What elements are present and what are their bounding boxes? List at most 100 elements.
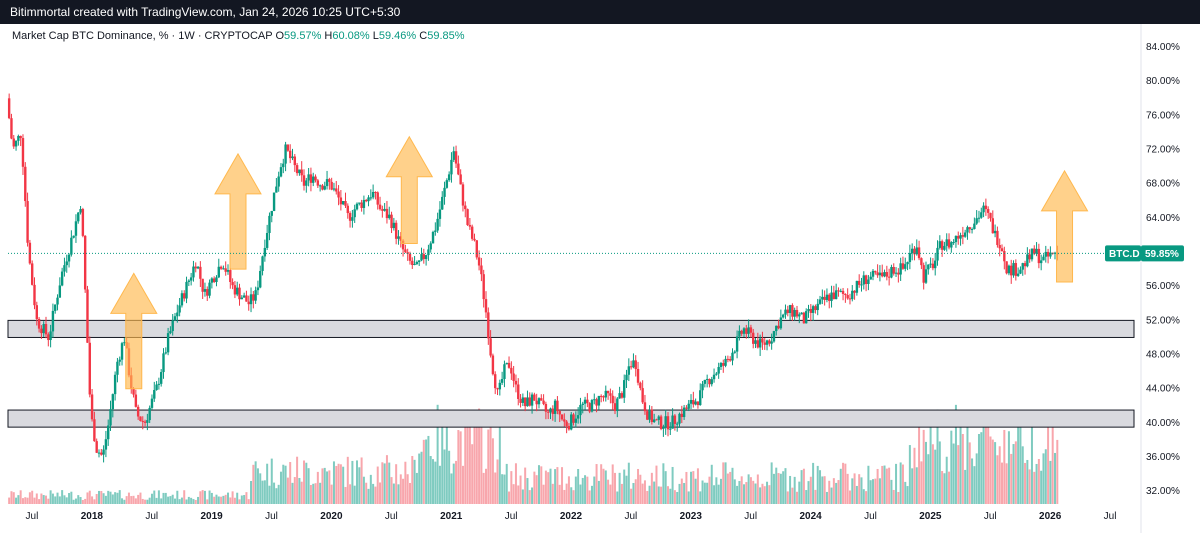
volume-bar (203, 490, 206, 504)
volume-bar (72, 499, 75, 504)
volume-bar (415, 472, 418, 504)
candle-body (70, 237, 73, 255)
candle-body (383, 208, 386, 211)
volume-bar (664, 471, 667, 504)
candle-body (816, 303, 819, 311)
candle-body (917, 247, 921, 259)
candle-body (567, 425, 571, 430)
candle-body (938, 241, 942, 248)
volume-bar (883, 465, 886, 504)
candle-body (904, 264, 907, 269)
volume-bar (197, 496, 200, 504)
candle-body (65, 261, 68, 266)
candle-body (781, 314, 785, 318)
volume-bar (798, 481, 801, 504)
candle-body (56, 297, 59, 305)
y-tick-label: 64.00% (1146, 213, 1180, 224)
volume-bar (342, 466, 345, 504)
volume-bar (858, 474, 861, 504)
candle-body (436, 218, 439, 231)
volume-bar (372, 483, 375, 504)
volume-bar (58, 496, 61, 504)
candle-body (1039, 260, 1043, 264)
volume-bar (570, 487, 573, 504)
candle-body (581, 403, 584, 405)
candle-body (226, 270, 230, 272)
volume-bar (835, 482, 838, 504)
volume-bar (418, 453, 421, 504)
volume-bar (807, 481, 810, 504)
volume-bar (669, 488, 672, 504)
candle-body (339, 197, 343, 205)
candle-body (991, 218, 994, 234)
candle-body (83, 235, 87, 290)
candle-body (533, 394, 536, 401)
volume-bar (1028, 469, 1031, 504)
candle-body (275, 186, 278, 193)
candle-body (687, 403, 690, 409)
candle-body (95, 441, 98, 453)
candle-body (883, 272, 886, 277)
volume-bar (717, 484, 720, 504)
volume-bar (45, 495, 48, 504)
candle-body (332, 188, 336, 190)
volume-bar (719, 478, 722, 504)
volume-bar (56, 492, 59, 504)
volume-bar (535, 475, 538, 504)
volume-bar (1012, 444, 1015, 504)
candle-body (894, 272, 898, 274)
candle-body (153, 389, 156, 399)
volume-bar (355, 460, 358, 504)
candle-body (415, 261, 419, 264)
volume-bar (100, 491, 103, 504)
volume-bar (307, 468, 310, 504)
symbol-text: Market Cap BTC Dominance, % · 1W · CRYPT… (12, 30, 273, 42)
volume-bar (275, 488, 278, 504)
candle-body (371, 191, 375, 198)
volume-bar (461, 465, 464, 504)
candle-body (35, 305, 38, 319)
candle-body (314, 176, 317, 181)
candle-body (510, 367, 513, 374)
volume-bar (199, 491, 202, 504)
price-chart[interactable]: 84.00% 80.00% 76.00% 72.00% 68.00% 64.00% 60.0… (0, 24, 1200, 533)
volume-bar (802, 468, 805, 504)
volume-bar (146, 499, 149, 504)
candle-body (93, 419, 96, 442)
candle-body (692, 399, 695, 405)
volume-bar (19, 490, 22, 504)
volume-bar (450, 473, 453, 504)
y-tick-label: 76.00% (1146, 110, 1180, 121)
candle-body (811, 306, 815, 313)
candle-body (325, 179, 329, 187)
candle-body (742, 328, 746, 334)
candle-body (639, 382, 642, 389)
price-tag: BTC.D 59.85% (1105, 245, 1184, 262)
volume-bar (130, 496, 133, 504)
volume-bar (980, 432, 983, 504)
volume-bar (213, 496, 216, 504)
candle-body (381, 209, 384, 211)
candle-body (272, 192, 276, 211)
low-value: 59.46% (378, 30, 417, 42)
volume-bar (367, 488, 370, 504)
candle-body (171, 320, 174, 332)
candle-body (120, 343, 124, 360)
volume-bar (344, 486, 347, 504)
candle-body (629, 366, 633, 368)
volume-bar (491, 438, 494, 504)
volume-bar (1053, 452, 1056, 504)
y-tick-label: 72.00% (1146, 145, 1180, 156)
volume-bar (611, 464, 614, 504)
volume-bar (754, 483, 757, 504)
volume-bar (192, 499, 195, 504)
volume-bar (604, 470, 607, 504)
volume-bar (408, 482, 411, 504)
volume-bar (374, 486, 377, 504)
ticker-tag-text: BTC.D (1109, 249, 1140, 260)
volume-bar (157, 490, 160, 504)
volume-bar (144, 499, 147, 504)
candle-body (1023, 263, 1027, 267)
candle-body (934, 260, 937, 269)
watermark-banner: Bitimmortal created with TradingView.com… (0, 0, 1200, 24)
